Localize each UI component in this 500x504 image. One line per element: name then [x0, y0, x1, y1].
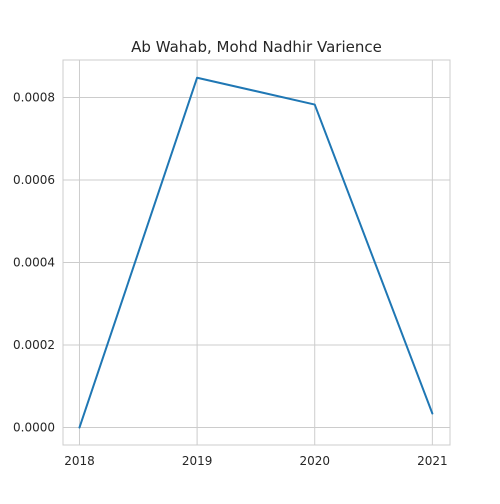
plot-area-frame — [62, 59, 451, 446]
y-tick-label: 0.0008 — [13, 91, 55, 105]
y-tick-label: 0.0006 — [13, 173, 55, 187]
y-axis-ticks: 0.0000 0.0002 0.0004 0.0006 0.0008 — [13, 91, 55, 435]
series-layer — [78, 76, 434, 429]
x-tick-label: 2020 — [299, 454, 330, 468]
y-tick-label: 0.0000 — [13, 421, 55, 435]
chart-title: Ab Wahab, Mohd Nadhir Varience — [131, 38, 382, 56]
x-tick-label: 2021 — [417, 454, 448, 468]
x-tick-label: 2018 — [64, 454, 95, 468]
x-axis-ticks: 2018 2019 2020 2021 — [64, 454, 447, 468]
y-tick-label: 0.0004 — [13, 256, 55, 270]
x-tick-label: 2019 — [182, 454, 213, 468]
y-tick-label: 0.0002 — [13, 338, 55, 352]
series-line-0 — [78, 76, 434, 429]
grid-lines — [63, 60, 450, 445]
